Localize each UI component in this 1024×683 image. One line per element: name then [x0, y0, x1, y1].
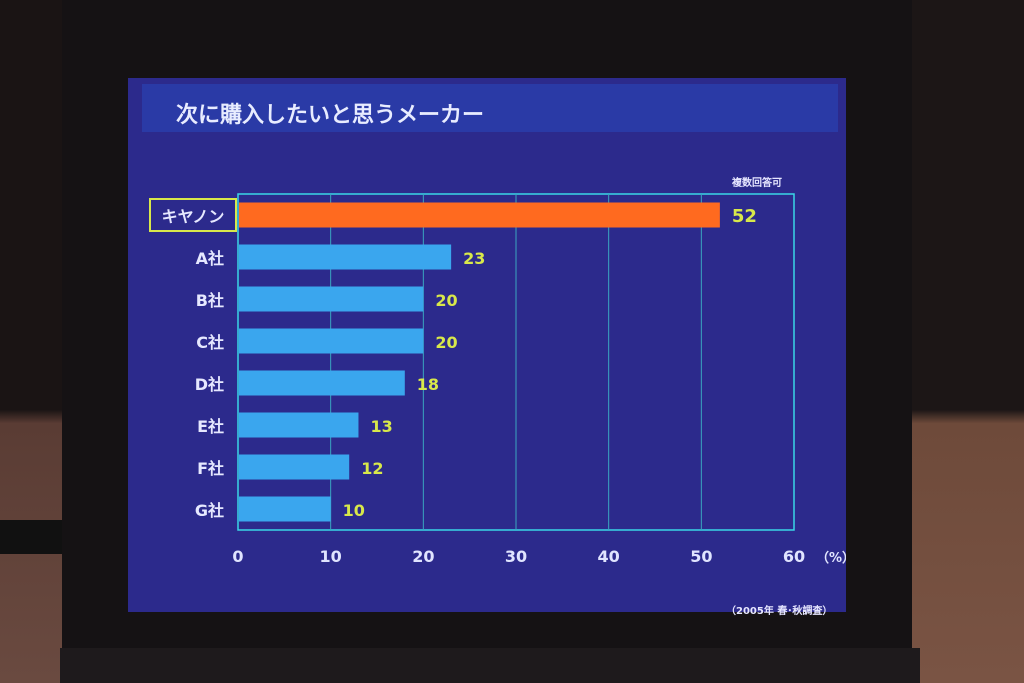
category-label-3: C社	[196, 333, 224, 352]
stage-edge	[60, 648, 920, 683]
chart-source: （2005年 春･秋調査）	[726, 606, 833, 617]
x-unit-label: （%）	[816, 550, 846, 566]
chart-title: 次に購入したいと思うメーカー	[176, 103, 485, 128]
bar-0	[239, 202, 720, 228]
value-label-6: 12	[361, 459, 383, 478]
value-label-3: 20	[435, 333, 457, 352]
projection-screen: 次に購入したいと思うメーカー 複数回答可 （2005年 春･秋調査） 0 10 20…	[128, 78, 846, 617]
category-label-1: A社	[196, 249, 224, 268]
bar-2	[239, 286, 424, 312]
bar-1	[239, 244, 452, 270]
highlight-box	[149, 198, 237, 232]
category-label-7: G社	[195, 501, 224, 520]
x-tick-label-60: 60	[783, 547, 805, 566]
bar-5	[239, 412, 359, 438]
value-label-2: 20	[435, 291, 457, 310]
category-label-6: F社	[197, 459, 224, 478]
category-label-2: B社	[196, 291, 224, 310]
x-tick-label-0: 0	[232, 547, 243, 566]
bar-chart: 0 10 20 30 40 50 60 （%） 52 キヤノン 23 A社 20 B社 20 C社 18 D社 13…	[149, 193, 846, 566]
category-label-0: キヤノン	[162, 207, 225, 226]
chart-note: 複数回答可	[732, 178, 782, 189]
right-wall	[904, 0, 1024, 683]
value-label-5: 13	[370, 417, 392, 436]
bar-7	[239, 496, 331, 522]
category-label-5: E社	[197, 417, 224, 436]
bar-4	[239, 370, 405, 396]
value-label-4: 18	[417, 375, 439, 394]
title-bar: 次に購入したいと思うメーカー	[142, 84, 838, 132]
wall-stripe	[0, 520, 62, 554]
bar-6	[239, 454, 350, 480]
x-tick-label-10: 10	[320, 547, 342, 566]
value-label-1: 23	[463, 249, 485, 268]
value-label-0: 52	[732, 206, 757, 227]
x-tick-label-30: 30	[505, 547, 527, 566]
category-label-4: D社	[195, 375, 224, 394]
value-label-7: 10	[343, 501, 365, 520]
bar-3	[239, 328, 424, 354]
x-tick-label-40: 40	[598, 547, 620, 566]
x-tick-label-50: 50	[690, 547, 712, 566]
x-tick-label-20: 20	[412, 547, 434, 566]
